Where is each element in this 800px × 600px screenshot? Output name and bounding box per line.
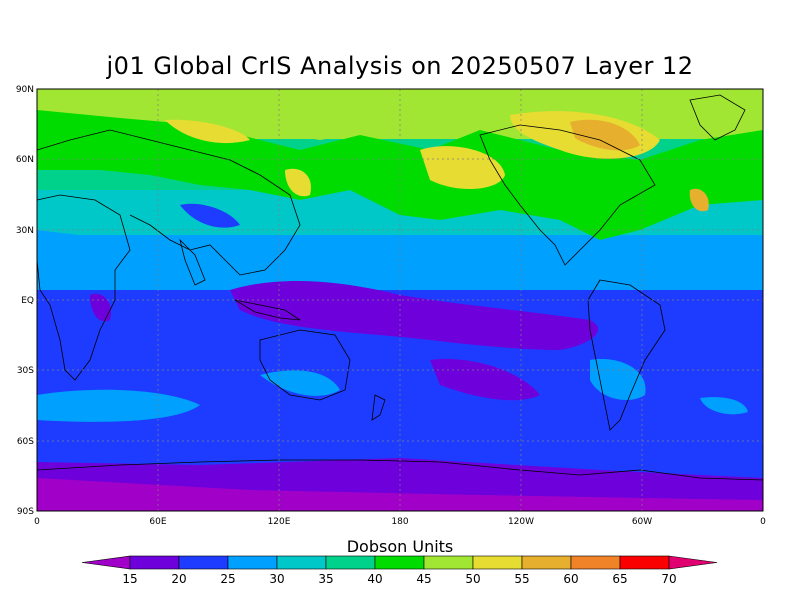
lon-tick: 120E	[268, 517, 291, 527]
colorbar-label: 25	[220, 572, 235, 586]
field-high-orange-2	[689, 188, 709, 212]
lon-tick: 120W	[508, 517, 534, 527]
field-high-orange-1	[570, 119, 640, 151]
coast-indonesia	[234, 299, 301, 321]
lon-tick: 0	[760, 517, 766, 527]
colorbar-swatch	[227, 555, 278, 570]
coast-antarctica	[37, 459, 763, 481]
lon-tick: 60E	[149, 517, 166, 527]
field-high-yellow-3	[165, 119, 250, 144]
field-low-blue-1	[180, 203, 240, 228]
field-sh-cyan-2	[260, 370, 340, 396]
lat-tick: 90N	[16, 85, 34, 95]
colorbar-label: 45	[416, 572, 431, 586]
colorbar-label: 20	[171, 572, 186, 586]
colorbar-swatch	[325, 555, 376, 570]
colorbar-swatch	[423, 555, 474, 570]
colorbar-swatch	[374, 555, 425, 570]
coast-india	[179, 238, 206, 286]
lat-axis: 90N 60N 30N EQ 30S 60S 90S	[16, 85, 34, 517]
coast-europe-asia	[37, 129, 301, 276]
coast-north-america	[479, 124, 656, 266]
field-sh-cyan-1	[37, 389, 200, 422]
lon-axis: 0 60E 120E 180 120W 60W 0	[34, 517, 766, 527]
map-title: j01 Global CrIS Analysis on 20250507 Lay…	[106, 52, 694, 80]
coast-newzealand	[371, 394, 386, 421]
lat-tick: 60S	[17, 437, 34, 447]
coast-south-america	[587, 279, 666, 431]
field-tropical-low	[230, 280, 599, 350]
colorbar-label: 60	[563, 572, 578, 586]
coast-africa	[37, 194, 131, 381]
coast-australia	[259, 329, 351, 401]
field-high-yellow-1	[420, 146, 505, 190]
colorbar-swatch	[129, 555, 180, 570]
lon-tick: 0	[34, 517, 40, 527]
colorbar-label: 70	[661, 572, 676, 586]
colorbar-label: 55	[514, 572, 529, 586]
colorbar-swatch	[570, 555, 621, 570]
lon-tick: 180	[391, 517, 408, 527]
coast-greenland	[689, 94, 746, 141]
colorbar-label: 30	[269, 572, 284, 586]
field-sh-cyan-3	[590, 359, 646, 400]
colorbar-swatch	[276, 555, 327, 570]
colorbar-max-arrow	[668, 555, 718, 570]
coastlines	[37, 94, 763, 481]
field-high-yellow-4	[285, 168, 311, 197]
colorbar-label: 40	[367, 572, 382, 586]
colorbar-label: 15	[122, 572, 137, 586]
colorbar-swatch	[472, 555, 523, 570]
lon-tick: 60W	[632, 517, 652, 527]
colorbar-swatch	[521, 555, 572, 570]
map-frame	[36, 88, 764, 512]
colorbar-label: 65	[612, 572, 627, 586]
colorbar-swatch	[178, 555, 229, 570]
lat-tick: 90S	[17, 507, 34, 517]
colorbar-label: 35	[318, 572, 333, 586]
lat-tick: 30S	[17, 366, 34, 376]
colorbar-label: 50	[465, 572, 480, 586]
field-tropical-low-2	[90, 293, 111, 322]
colorbar-units: Dobson Units	[347, 537, 454, 556]
lat-tick: 60N	[16, 155, 34, 165]
colorbar-swatch	[619, 555, 670, 570]
colorbar: 15 20 25 30 35 40 45 50 55 60 65 70	[81, 555, 718, 586]
field-southern-low	[430, 359, 540, 401]
field-sh-cyan-4	[700, 397, 748, 415]
lat-tick: EQ	[21, 296, 34, 306]
lat-tick: 30N	[16, 226, 34, 236]
colorbar-min-arrow	[81, 555, 131, 570]
graticule	[37, 89, 763, 511]
